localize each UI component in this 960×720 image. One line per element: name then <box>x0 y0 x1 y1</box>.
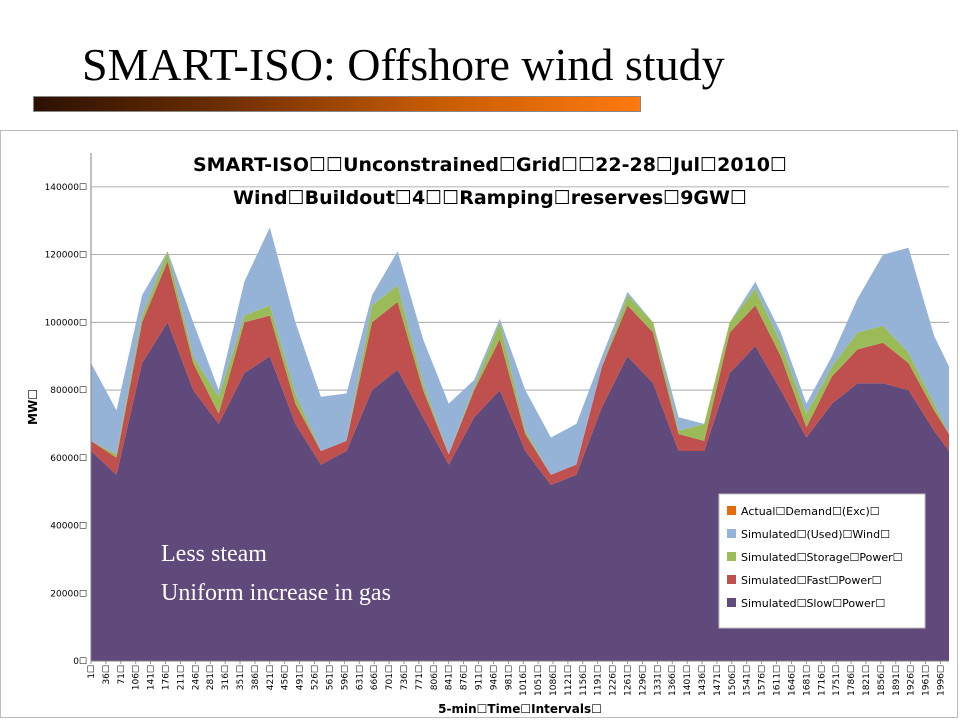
legend-entry-label: Simulated☐Slow☐Power☐ <box>741 597 885 610</box>
x-tick-label: 1086☐ <box>549 665 559 696</box>
x-tick-label: 596☐ <box>340 665 350 690</box>
x-tick-label: 211☐ <box>176 665 186 690</box>
x-tick-label: 1821☐ <box>862 665 872 696</box>
legend-entry-label: Simulated☐(Used)☐Wind☐ <box>741 528 890 541</box>
y-tick-label: 140000☐ <box>45 183 87 193</box>
x-tick-label: 666☐ <box>370 665 380 690</box>
x-tick-label: 316☐ <box>221 665 231 690</box>
x-tick-label: 1926☐ <box>907 665 917 696</box>
x-tick-label: 421☐ <box>266 665 276 690</box>
x-tick-label: 1401☐ <box>683 665 693 696</box>
x-tick-label: 1506☐ <box>728 665 738 696</box>
x-tick-label: 36☐ <box>102 665 112 685</box>
x-tick-label: 1296☐ <box>638 665 648 696</box>
legend: Actual☐Demand☐(Exc)☐ Simulated☐(Used)☐Win… <box>718 493 926 629</box>
x-axis-label: 5-min☐Time☐Intervals☐ <box>438 702 602 716</box>
legend-entry-label: Simulated☐Storage☐Power☐ <box>741 551 902 564</box>
y-tick-label: 40000☐ <box>50 522 87 532</box>
x-tick-label: 771☐ <box>415 665 425 690</box>
slide-title: SMART-ISO: Offshore wind study <box>82 39 725 90</box>
y-tick-label: 20000☐ <box>50 589 87 599</box>
x-tick-label: 631☐ <box>355 665 365 690</box>
legend-box <box>718 493 926 629</box>
x-tick-label: 1891☐ <box>892 665 902 696</box>
y-tick-label: 120000☐ <box>45 251 87 261</box>
x-tick-label: 911☐ <box>474 665 484 690</box>
x-tick-label: 806☐ <box>430 665 440 690</box>
legend-swatch <box>727 552 736 561</box>
x-tick-label: 1751☐ <box>832 665 842 696</box>
x-tick-label: 1996☐ <box>936 665 946 696</box>
annotation-gas-increase: Uniform increase in gas <box>161 580 391 606</box>
x-tick-label: 1261☐ <box>624 665 634 696</box>
x-tick-label: 1716☐ <box>817 665 827 696</box>
x-tick-label: 526☐ <box>311 665 321 690</box>
x-tick-label: 1331☐ <box>653 665 663 696</box>
legend-swatch <box>727 529 736 538</box>
y-tick-label: 0☐ <box>73 657 87 667</box>
annotation-less-steam: Less steam <box>161 541 267 567</box>
axes: 0☐ 20000☐ 40000☐ 60000☐ 80000☐ 100000☐ 120000☐… <box>45 153 949 696</box>
y-tick-label: 100000☐ <box>45 318 87 328</box>
x-tick-label: 351☐ <box>236 665 246 690</box>
x-tick-label: 1541☐ <box>743 665 753 696</box>
x-tick-label: 281☐ <box>206 665 216 690</box>
x-tick-label: 1366☐ <box>668 665 678 696</box>
x-tick-label: 1016☐ <box>519 665 529 696</box>
legend-swatch <box>727 598 736 607</box>
x-tick-label: 106☐ <box>132 665 142 690</box>
x-tick-label: 1191☐ <box>594 665 604 696</box>
x-tick-label: 1471☐ <box>713 665 723 696</box>
legend-swatch <box>727 506 736 515</box>
x-tick-label: 1576☐ <box>758 665 768 696</box>
legend-entry-label: Actual☐Demand☐(Exc)☐ <box>741 505 880 518</box>
x-tick-label: 561☐ <box>325 665 335 690</box>
x-tick-label: 1051☐ <box>534 665 544 696</box>
x-tick-label: 1611☐ <box>773 665 783 696</box>
area-simulated-used-wind <box>91 227 949 475</box>
x-tick-label: 1436☐ <box>698 665 708 696</box>
x-tick-label: 456☐ <box>281 665 291 690</box>
x-tick-label: 1156☐ <box>579 665 589 696</box>
x-tick-label: 1856☐ <box>877 665 887 696</box>
title-accent-bar <box>33 96 641 112</box>
legend-swatch <box>727 575 736 584</box>
chart-frame: SMART-ISO☐☐Unconstrained☐Grid☐☐22-28☐Jul… <box>0 130 958 718</box>
x-tick-label: 841☐ <box>445 665 455 690</box>
x-tick-label: 141☐ <box>147 665 157 690</box>
x-tick-label: 1121☐ <box>564 665 574 696</box>
stacked-area-chart: SMART-ISO☐☐Unconstrained☐Grid☐☐22-28☐Jul… <box>26 153 949 716</box>
x-tick-label: 246☐ <box>191 665 201 690</box>
x-tick-label: 1681☐ <box>802 665 812 696</box>
x-tick-label: 1646☐ <box>787 665 797 696</box>
x-tick-label: 981☐ <box>504 665 514 690</box>
y-tick-label: 80000☐ <box>50 386 87 396</box>
x-tick-label: 946☐ <box>489 665 499 690</box>
x-tick-label: 1☐ <box>87 665 97 679</box>
x-tick-label: 71☐ <box>117 665 127 685</box>
x-tick-label: 1786☐ <box>847 665 857 696</box>
y-tick-label: 60000☐ <box>50 454 87 464</box>
x-tick-label: 701☐ <box>385 665 395 690</box>
x-tick-label: 176☐ <box>162 665 172 690</box>
x-tick-label: 736☐ <box>400 665 410 690</box>
x-tick-label: 386☐ <box>251 665 261 690</box>
y-axis-label: MW☐ <box>26 389 40 425</box>
x-tick-label: 1961☐ <box>922 665 932 696</box>
area-simulated-fast-power <box>91 261 949 485</box>
x-tick-label: 876☐ <box>460 665 470 690</box>
legend-entry-label: Simulated☐Fast☐Power☐ <box>741 574 882 587</box>
area-simulated-storage-power <box>91 251 949 475</box>
chart-title-line-2: Wind☐Buildout☐4☐☐Ramping☐reserves☐9GW☐ <box>233 187 747 209</box>
x-tick-label: 491☐ <box>296 665 306 690</box>
chart-title-line-1: SMART-ISO☐☐Unconstrained☐Grid☐☐22-28☐Jul… <box>193 154 787 176</box>
x-tick-label: 1226☐ <box>609 665 619 696</box>
